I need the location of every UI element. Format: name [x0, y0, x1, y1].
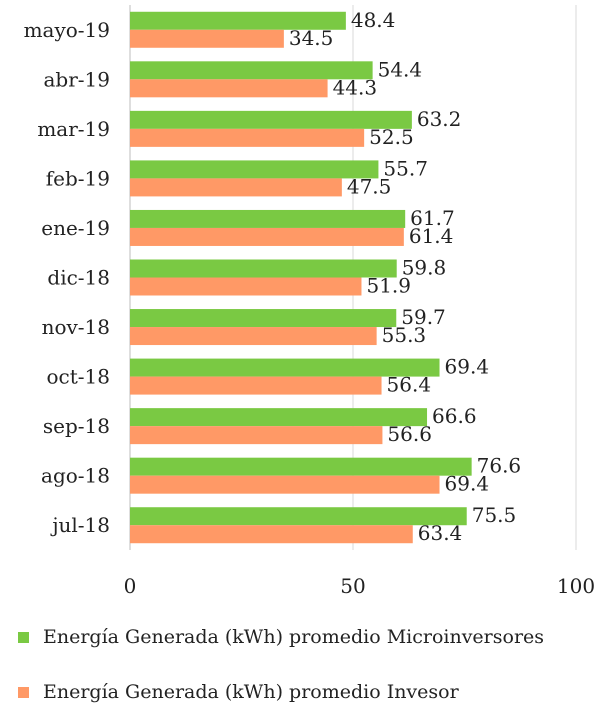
bar-invesor	[130, 327, 377, 346]
x-tick-label: 0	[124, 574, 137, 598]
bar-invesor	[130, 79, 328, 98]
data-label: 59.8	[402, 256, 447, 280]
data-label: 34.5	[289, 26, 334, 50]
bar-invesor	[130, 227, 404, 246]
bar-invesor	[130, 525, 413, 544]
data-label: 56.4	[387, 373, 432, 397]
legend-swatch-green	[18, 631, 29, 643]
data-label: 61.7	[410, 206, 455, 230]
category-label: oct-18	[47, 365, 111, 389]
data-label: 54.4	[378, 57, 423, 81]
value-labels: 75.563.476.669.466.656.669.456.459.755.3…	[289, 8, 521, 545]
legend-label-microinversores: Energía Generada (kWh) promedio Microinv…	[43, 626, 545, 648]
bar-microinversores	[130, 408, 428, 427]
bar-invesor	[130, 29, 284, 48]
bar-microinversores	[130, 110, 412, 129]
legend-item-invesor: Energía Generada (kWh) promedio Invesor	[18, 681, 459, 703]
data-label: 69.4	[445, 355, 490, 379]
category-label: sep-18	[43, 414, 110, 438]
data-label: 76.6	[477, 454, 522, 478]
bar-microinversores	[130, 309, 397, 328]
data-label: 48.4	[351, 8, 396, 32]
data-label: 55.3	[382, 323, 427, 347]
bar-microinversores	[130, 209, 406, 228]
data-label: 44.3	[333, 75, 378, 99]
data-label: 66.6	[432, 404, 477, 428]
bar-microinversores	[130, 61, 373, 80]
data-label: 52.5	[369, 125, 414, 149]
legend-label-invesor: Energía Generada (kWh) promedio Invesor	[43, 681, 459, 703]
data-label: 75.5	[472, 503, 517, 527]
bar-microinversores	[130, 507, 467, 526]
bar-invesor	[130, 277, 362, 296]
bar-microinversores	[130, 457, 472, 476]
category-label: mar-19	[37, 117, 110, 141]
bar-microinversores	[130, 160, 379, 179]
x-tick-label: 50	[340, 574, 365, 598]
legend-swatch-orange	[18, 686, 29, 698]
data-label: 59.7	[401, 305, 446, 329]
bars	[130, 11, 472, 544]
bar-chart: 75.563.476.669.466.656.669.456.459.755.3…	[24, 5, 595, 598]
bar-invesor	[130, 475, 440, 494]
category-label: mayo-19	[24, 18, 110, 42]
bar-microinversores	[130, 358, 440, 377]
data-label: 63.2	[417, 107, 462, 131]
bar-microinversores	[130, 259, 397, 278]
bar-invesor	[130, 128, 365, 147]
data-label: 56.6	[387, 422, 432, 446]
data-label: 51.9	[366, 274, 411, 298]
data-label: 63.4	[418, 521, 463, 545]
data-label: 61.4	[409, 224, 454, 248]
x-tick-label: 100	[557, 574, 595, 598]
category-label: dic-18	[47, 266, 110, 290]
bar-microinversores	[130, 11, 346, 30]
category-label: jul-18	[50, 513, 110, 537]
category-label: abr-19	[44, 67, 111, 91]
category-label: ene-19	[41, 216, 110, 240]
data-label: 47.5	[347, 174, 392, 198]
category-label: feb-19	[46, 166, 110, 190]
x-tick-labels: 0 50 100	[124, 574, 595, 598]
bar-invesor	[130, 426, 383, 445]
category-label: nov-18	[42, 315, 110, 339]
bar-invesor	[130, 376, 382, 395]
category-labels: jul-18 ago-18 sep-18 oct-18 nov-18 dic-18 ene-…	[24, 18, 110, 537]
bar-invesor	[130, 178, 342, 197]
category-label: ago-18	[41, 464, 110, 488]
legend-item-microinversores: Energía Generada (kWh) promedio Microinv…	[18, 626, 544, 648]
data-label: 55.7	[383, 156, 428, 180]
data-label: 69.4	[445, 472, 490, 496]
